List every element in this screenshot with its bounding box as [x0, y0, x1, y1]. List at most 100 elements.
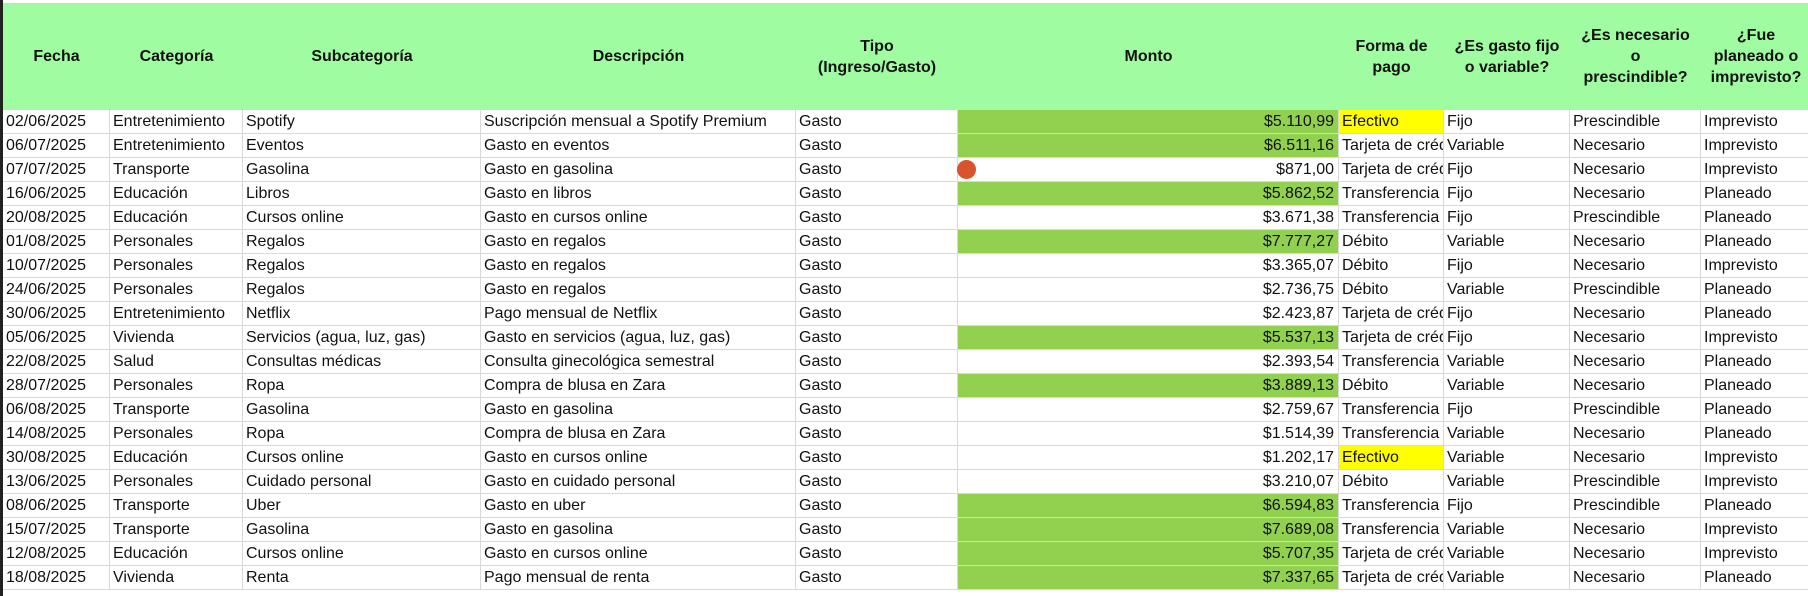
cell: Transferencia [1339, 518, 1444, 542]
cell: Educación [110, 542, 243, 566]
cell: Variable [1444, 278, 1570, 302]
cell: Gasto [796, 278, 958, 302]
cell: Gasto en cursos online [481, 206, 796, 230]
cell: $5.110,99 [958, 110, 1339, 134]
column-header: Subcategoría [311, 48, 413, 65]
cell: Planeado [1701, 398, 1808, 422]
cell: Fijo [1444, 206, 1570, 230]
cell: Compra de blusa en Zara [481, 374, 796, 398]
column-header: Monto [1124, 48, 1173, 65]
cell: Prescindible [1570, 398, 1701, 422]
cell: $1.514,39 [958, 422, 1339, 446]
cell: Efectivo [1339, 110, 1444, 134]
cell: Gasto en cursos online [481, 446, 796, 470]
cell: Variable [1444, 542, 1570, 566]
cell: Necesario [1570, 182, 1701, 206]
cell: $7.689,08 [958, 518, 1339, 542]
cell: Eventos [243, 134, 481, 158]
cell: Ropa [243, 374, 481, 398]
column-header: Fecha [33, 48, 80, 65]
cell: Gasto en libros [481, 182, 796, 206]
cell: 30/08/2025 [3, 446, 110, 470]
cell: Salud [110, 350, 243, 374]
cell: Gasto [796, 398, 958, 422]
cell: Regalos [243, 230, 481, 254]
cell: Vivienda [110, 326, 243, 350]
cell: Gasto [796, 134, 958, 158]
cell: 30/06/2025 [3, 302, 110, 326]
cell: Imprevisto [1701, 254, 1808, 278]
cell: Personales [110, 254, 243, 278]
cell: Renta [243, 566, 481, 590]
cell: Ropa [243, 422, 481, 446]
cell: Uber [243, 494, 481, 518]
cell: $1.202,17 [958, 446, 1339, 470]
cell: $3.889,13 [958, 374, 1339, 398]
cell: Personales [110, 422, 243, 446]
cell: Gasto [796, 374, 958, 398]
column-header: ¿Fue planeado o imprevisto? [1710, 27, 1802, 86]
cell: Imprevisto [1701, 134, 1808, 158]
cell: Prescindible [1570, 470, 1701, 494]
cell: Educación [110, 206, 243, 230]
cell: $5.707,35 [958, 542, 1339, 566]
cell: Prescindible [1570, 278, 1701, 302]
cell: $6.511,16 [958, 134, 1339, 158]
cell: Tarjeta de crédito [1339, 542, 1444, 566]
cell: Fijo [1444, 182, 1570, 206]
cell: Pago mensual de renta [481, 566, 796, 590]
cell: Gasto en regalos [481, 254, 796, 278]
cell: 22/08/2025 [3, 350, 110, 374]
column-header: ¿Es necesario o prescindible? [1581, 27, 1690, 86]
cell: Necesario [1570, 254, 1701, 278]
cell: Gasto [796, 542, 958, 566]
cell: Gasto en regalos [481, 278, 796, 302]
cell: Cursos online [243, 446, 481, 470]
cell: Imprevisto [1701, 470, 1808, 494]
cell: Gasto en gasolina [481, 518, 796, 542]
cell: Prescindible [1570, 494, 1701, 518]
cell: Variable [1444, 374, 1570, 398]
cell: Personales [110, 278, 243, 302]
cell: Prescindible [1570, 206, 1701, 230]
cell: Variable [1444, 566, 1570, 590]
cell: 18/08/2025 [3, 566, 110, 590]
cell: Imprevisto [1701, 446, 1808, 470]
cell: Necesario [1570, 518, 1701, 542]
cell: Gasto [796, 518, 958, 542]
cell: 15/07/2025 [3, 518, 110, 542]
cell: Personales [110, 470, 243, 494]
cell: Imprevisto [1701, 542, 1808, 566]
cell: Cursos online [243, 542, 481, 566]
cell: Imprevisto [1701, 158, 1808, 182]
cell: Variable [1444, 422, 1570, 446]
cell: Gasto en regalos [481, 230, 796, 254]
cell: Variable [1444, 350, 1570, 374]
cell: Fijo [1444, 158, 1570, 182]
cell: Gasto [796, 302, 958, 326]
cell: Netflix [243, 302, 481, 326]
cell: 10/07/2025 [3, 254, 110, 278]
cell: Gasto [796, 422, 958, 446]
cell: Tarjeta de crédito [1339, 134, 1444, 158]
cell: Gasto en servicios (agua, luz, gas) [481, 326, 796, 350]
cell: Transferencia [1339, 494, 1444, 518]
cell: 14/08/2025 [3, 422, 110, 446]
cell: Gasto [796, 182, 958, 206]
cell: Planeado [1701, 374, 1808, 398]
cell: Transporte [110, 398, 243, 422]
cell: Gasto [796, 470, 958, 494]
cell: Libros [243, 182, 481, 206]
cell: Fijo [1444, 110, 1570, 134]
cell: 02/06/2025 [3, 110, 110, 134]
cell: 24/06/2025 [3, 278, 110, 302]
cell: Gasto [796, 566, 958, 590]
cell: Regalos [243, 278, 481, 302]
cell: Transferencia [1339, 422, 1444, 446]
cell: Gasto [796, 230, 958, 254]
cell: 01/08/2025 [3, 230, 110, 254]
cell: Gasto [796, 446, 958, 470]
status-dot [957, 160, 976, 179]
cell: Gasto [796, 158, 958, 182]
